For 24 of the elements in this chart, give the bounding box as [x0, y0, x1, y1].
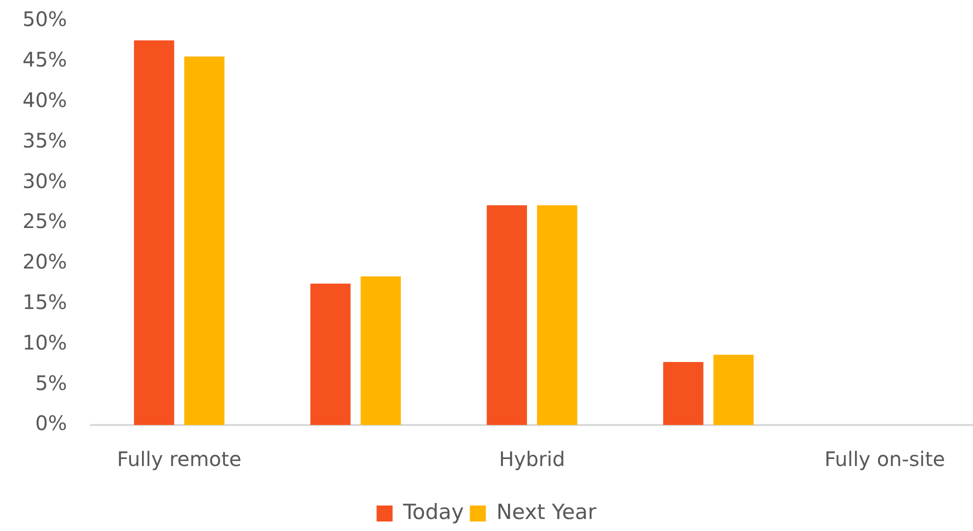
bar	[537, 205, 578, 425]
y-tick-label: 20%	[22, 250, 67, 274]
y-tick-label: 50%	[22, 7, 67, 32]
bar	[310, 284, 351, 425]
bar	[134, 40, 174, 425]
y-tick-label: 40%	[22, 88, 67, 112]
bar	[713, 354, 754, 425]
y-tick-label: 5%	[35, 370, 67, 395]
bar	[486, 205, 527, 425]
legend-label: Next Year	[496, 500, 597, 524]
bar	[184, 56, 224, 425]
x-tick-label: Fully remote	[117, 447, 242, 472]
bar	[360, 276, 401, 425]
bar	[663, 362, 704, 425]
x-tick-label: Fully on-site	[824, 447, 946, 472]
y-tick-label: 0%	[35, 411, 67, 436]
y-tick-label: 10%	[22, 330, 67, 354]
y-tick-label: 15%	[22, 290, 67, 314]
y-tick-label: 45%	[22, 48, 67, 72]
y-tick-label: 25%	[22, 209, 67, 234]
legend-label: Today	[402, 500, 464, 524]
y-tick-label: 35%	[22, 128, 67, 152]
y-tick-label: 30%	[22, 168, 67, 193]
x-tick-label: Hybrid	[498, 447, 566, 472]
